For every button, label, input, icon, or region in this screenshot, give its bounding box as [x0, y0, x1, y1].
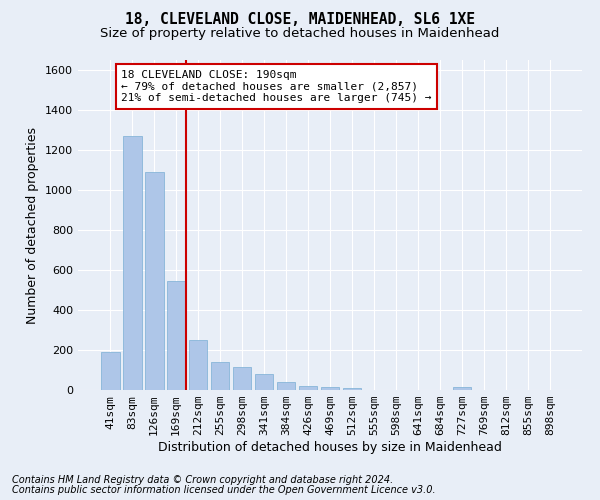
Text: Contains HM Land Registry data © Crown copyright and database right 2024.: Contains HM Land Registry data © Crown c…: [12, 475, 393, 485]
Text: Size of property relative to detached houses in Maidenhead: Size of property relative to detached ho…: [100, 28, 500, 40]
Bar: [277, 382, 295, 390]
Text: Contains public sector information licensed under the Open Government Licence v3: Contains public sector information licen…: [12, 485, 436, 495]
Bar: [145, 172, 164, 390]
Y-axis label: Number of detached properties: Number of detached properties: [26, 126, 40, 324]
Bar: [255, 374, 274, 390]
Bar: [299, 386, 317, 390]
Bar: [167, 281, 185, 390]
X-axis label: Distribution of detached houses by size in Maidenhead: Distribution of detached houses by size …: [158, 441, 502, 454]
Bar: [233, 368, 251, 390]
Bar: [123, 136, 142, 390]
Bar: [211, 362, 229, 390]
Bar: [343, 388, 361, 390]
Text: 18, CLEVELAND CLOSE, MAIDENHEAD, SL6 1XE: 18, CLEVELAND CLOSE, MAIDENHEAD, SL6 1XE: [125, 12, 475, 28]
Bar: [320, 387, 340, 390]
Bar: [101, 352, 119, 390]
Text: 18 CLEVELAND CLOSE: 190sqm
← 79% of detached houses are smaller (2,857)
21% of s: 18 CLEVELAND CLOSE: 190sqm ← 79% of deta…: [121, 70, 432, 103]
Bar: [189, 340, 208, 390]
Bar: [452, 387, 471, 390]
